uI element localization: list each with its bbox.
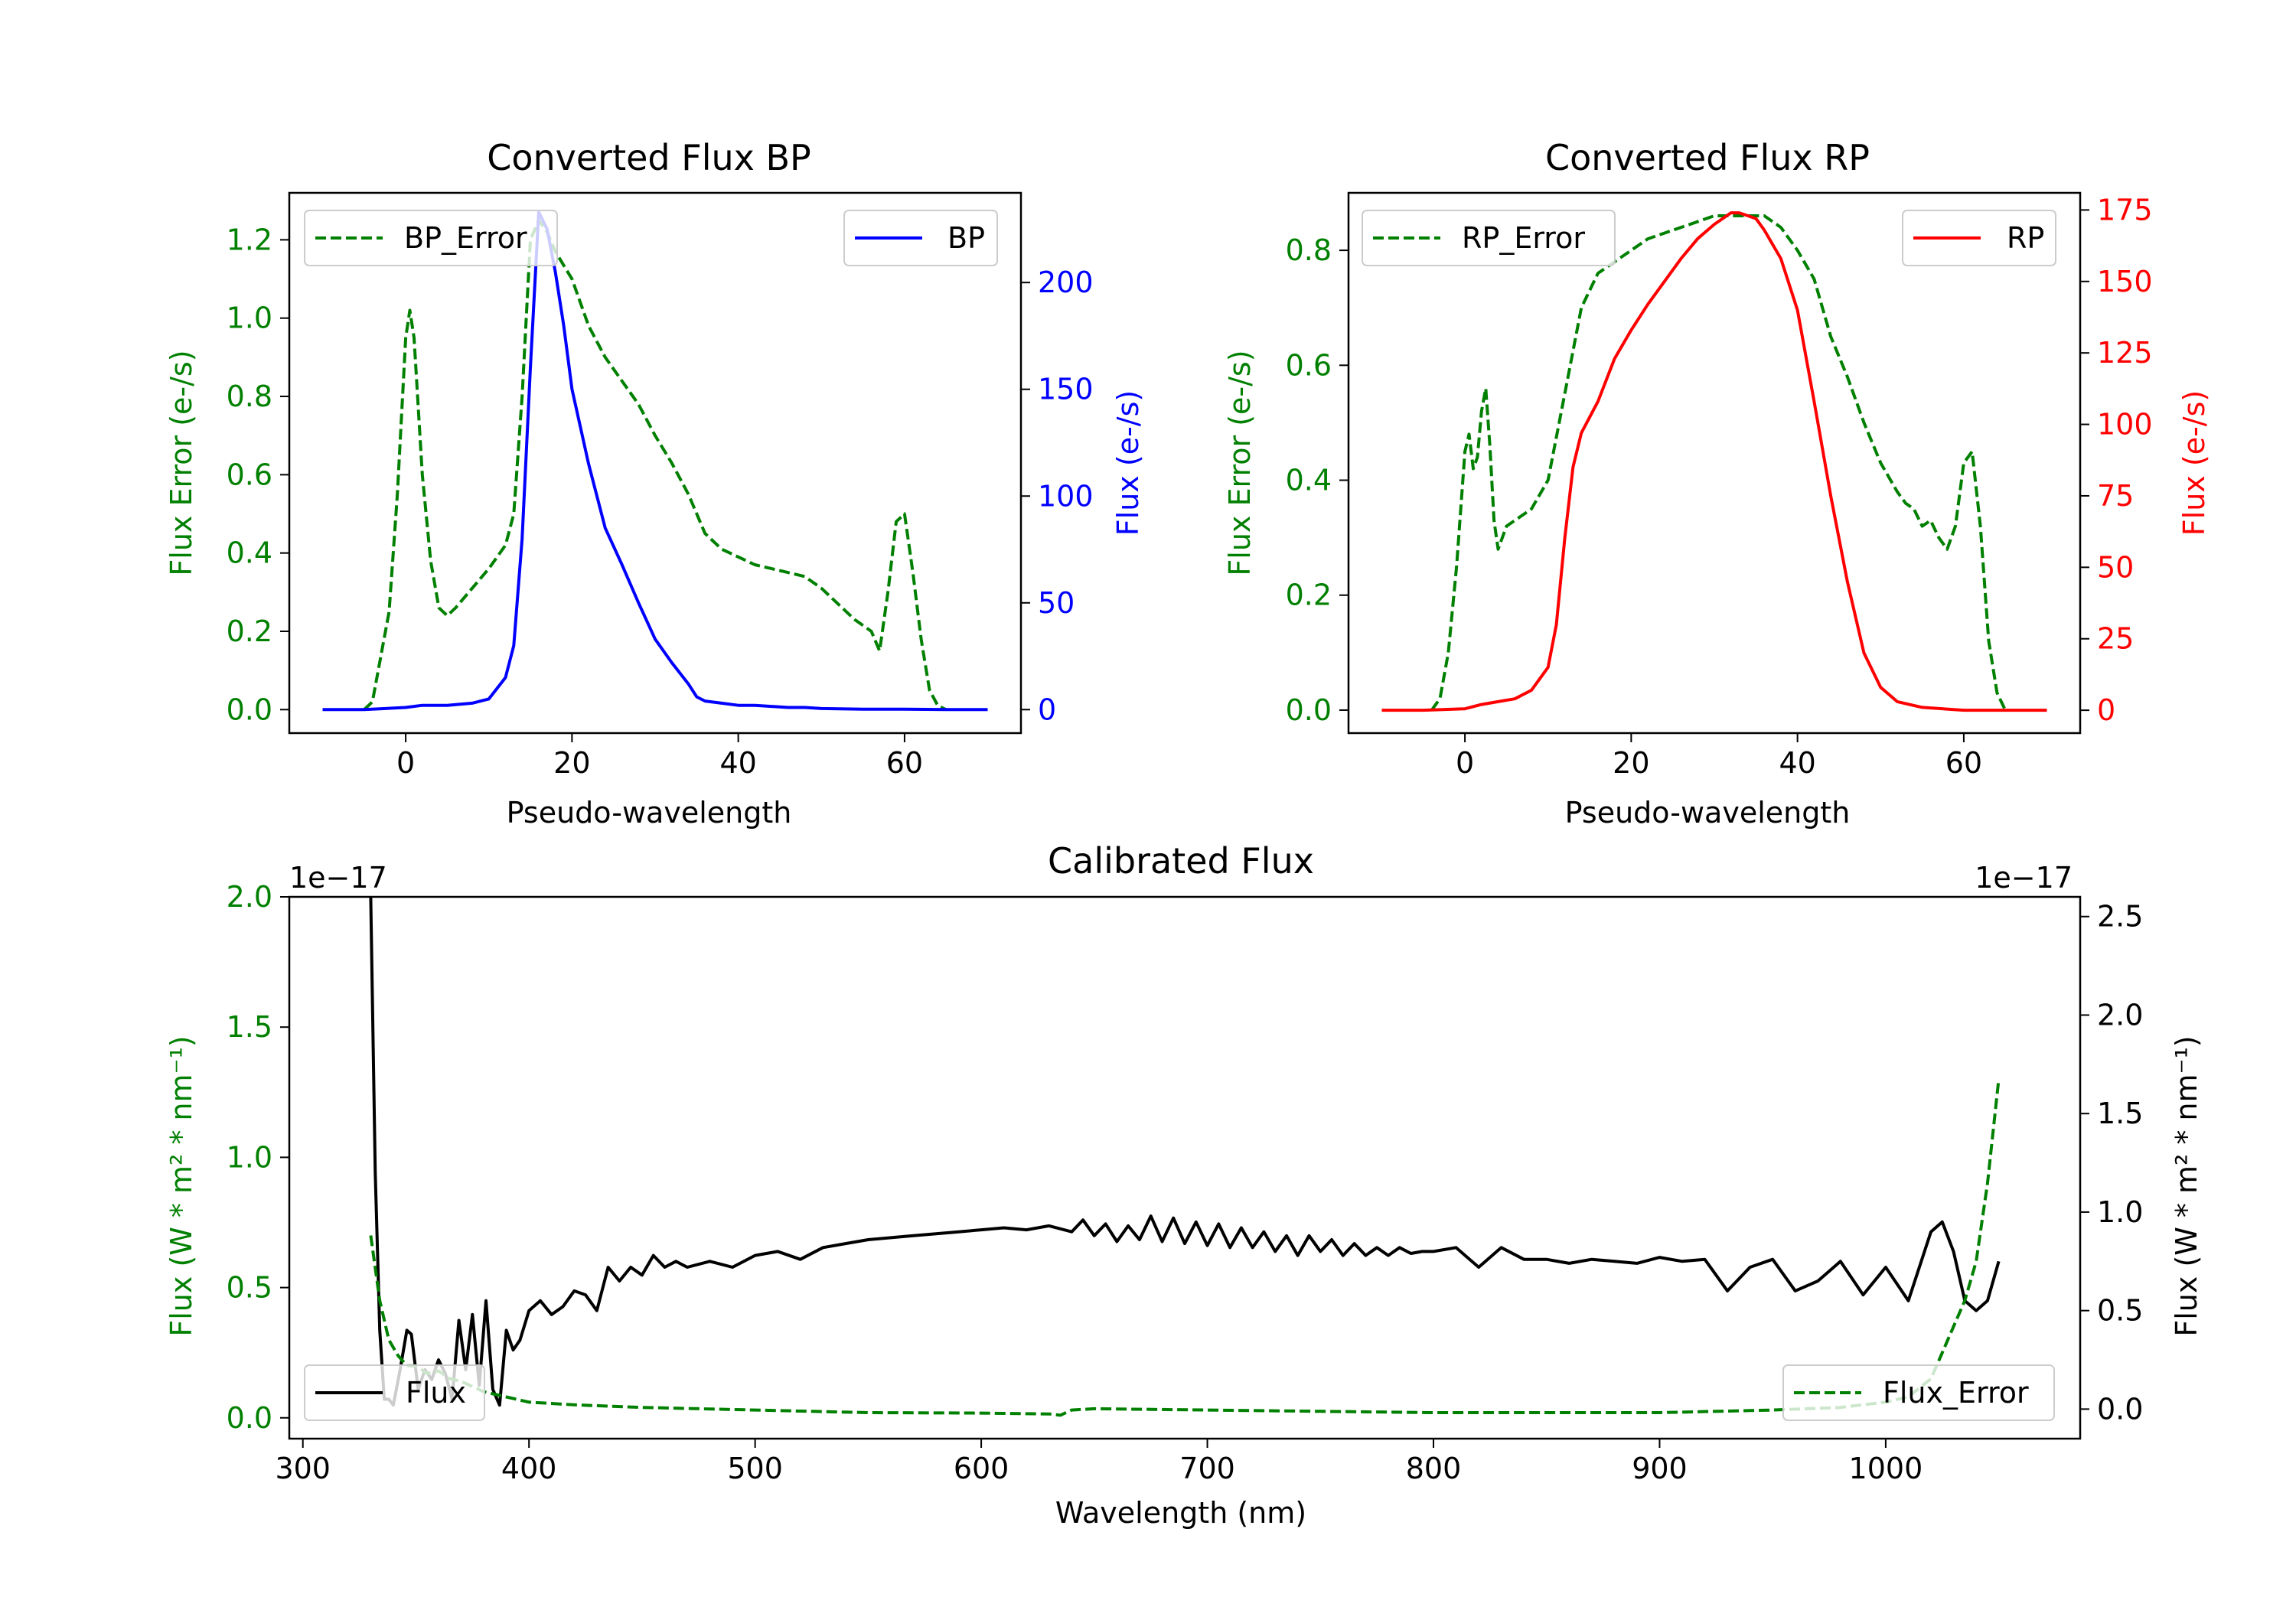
bp-xlabel: Pseudo-wavelength xyxy=(507,796,792,830)
right-y-tick-label: 150 xyxy=(2097,265,2153,298)
series-bp-error xyxy=(363,218,947,712)
bp-plot-area: 0 20 40 60 0.0 0.2 0.4 0.6 0.8 1.0 1.2 0 50 100 150 200 xyxy=(227,191,1094,780)
series-flux xyxy=(369,897,2001,1407)
left-y-tick-label: 1.5 xyxy=(227,1010,272,1044)
rp-legend-flux: RP xyxy=(1902,210,2056,266)
left-y-tick-label: 0.5 xyxy=(227,1271,272,1305)
series-flux-error xyxy=(369,1079,2001,1417)
left-y-tick-label: 0.0 xyxy=(1286,693,1332,727)
legend-frame xyxy=(304,1364,485,1421)
legend-label: Flux_Error xyxy=(1883,1376,2029,1410)
rp-title: Converted Flux RP xyxy=(1545,137,1870,178)
legend-frame xyxy=(1362,210,1616,266)
cal-right-offset: 1e−17 xyxy=(1975,861,2073,895)
cal-right-ylabel: Flux (W * m² * nm⁻¹) xyxy=(2170,1035,2203,1336)
right-y-tick-label: 50 xyxy=(2097,550,2134,584)
bp-legend-error: BP_Error xyxy=(304,210,558,266)
x-tick-label: 60 xyxy=(886,746,923,780)
right-y-tick-label: 100 xyxy=(1038,479,1094,513)
x-tick-label: 1000 xyxy=(1849,1452,1923,1485)
cal-left-ylabel: Flux (W * m² * nm⁻¹) xyxy=(165,1035,198,1336)
left-y-tick-label: 0.2 xyxy=(1286,579,1332,612)
right-y-tick-label: 2.5 xyxy=(2097,900,2143,934)
x-tick-label: 300 xyxy=(275,1452,331,1485)
right-y-tick-label: 0 xyxy=(1038,693,1056,726)
right-y-tick-label: 1.0 xyxy=(2097,1195,2143,1229)
legend-label: Flux xyxy=(406,1376,466,1410)
x-tick-label: 700 xyxy=(1179,1452,1235,1485)
legend-label: RP_Error xyxy=(1462,221,1585,255)
x-tick-label: 60 xyxy=(1945,746,1982,780)
right-y-tick-label: 50 xyxy=(1038,586,1075,620)
x-tick-label: 20 xyxy=(1613,746,1649,780)
left-y-tick-label: 0.8 xyxy=(227,380,272,413)
left-y-tick-label: 0.4 xyxy=(1286,464,1332,497)
right-y-tick-label: 150 xyxy=(1038,373,1094,406)
cal-legend-error: Flux_Error xyxy=(1782,1364,2055,1421)
series-bp xyxy=(322,210,988,712)
panel-calibrated: Calibrated Flux 300 400 500 600 700 800 900 100… xyxy=(165,840,2203,1530)
right-y-tick-label: 25 xyxy=(2097,622,2134,656)
cal-title: Calibrated Flux xyxy=(1048,840,1314,882)
right-y-tick-label: 100 xyxy=(2097,408,2153,442)
bp-left-ylabel: Flux Error (e-/s) xyxy=(165,350,198,575)
panel-rp: Converted Flux RP 0 20 40 60 0.0 0.2 0.4 0.6 0.8… xyxy=(1223,137,2211,830)
left-y-tick-label: 0.6 xyxy=(227,458,272,491)
bp-legend-flux: BP xyxy=(843,210,998,266)
axes-frame xyxy=(288,191,1022,735)
x-tick-label: 0 xyxy=(1456,746,1474,780)
left-y-tick-label: 0.6 xyxy=(1286,348,1332,382)
right-y-tick-label: 0 xyxy=(2097,693,2115,727)
left-y-tick-label: 2.0 xyxy=(227,880,272,914)
right-y-tick-label: 0.5 xyxy=(2097,1294,2143,1328)
left-y-tick-label: 0.2 xyxy=(227,614,272,648)
cal-left-offset: 1e−17 xyxy=(289,861,387,895)
cal-plot-area: 300 400 500 600 700 800 900 1000 0.0 0.5 1.0 1.5 2.0… xyxy=(227,880,2144,1485)
x-tick-label: 500 xyxy=(727,1452,783,1485)
right-y-tick-label: 175 xyxy=(2097,193,2153,227)
bp-right-ylabel: Flux (e-/s) xyxy=(1111,390,1145,536)
cal-xlabel: Wavelength (nm) xyxy=(1055,1496,1306,1530)
x-tick-label: 900 xyxy=(1632,1452,1688,1485)
rp-right-ylabel: Flux (e-/s) xyxy=(2177,390,2211,536)
rp-left-ylabel: Flux Error (e-/s) xyxy=(1223,350,1257,575)
right-y-tick-label: 2.0 xyxy=(2097,998,2143,1032)
left-y-tick-label: 1.0 xyxy=(227,1140,272,1174)
left-y-tick-label: 0.4 xyxy=(227,536,272,570)
axes-frame xyxy=(288,895,2082,1440)
left-y-tick-label: 1.0 xyxy=(227,302,272,335)
legend-label: BP xyxy=(947,221,985,255)
x-tick-label: 40 xyxy=(1779,746,1815,780)
panel-bp: Converted Flux BP 0 20 40 60 0.0 0.2 0.4 0.6 0.8… xyxy=(165,137,1145,830)
axes-frame xyxy=(1347,191,2082,735)
left-y-tick-label: 1.2 xyxy=(227,223,272,256)
legend-frame xyxy=(304,210,558,266)
x-tick-label: 400 xyxy=(501,1452,557,1485)
legend-label: BP_Error xyxy=(404,221,527,255)
right-y-tick-label: 0.0 xyxy=(2097,1392,2143,1426)
series-rp xyxy=(1381,211,2047,712)
x-tick-label: 20 xyxy=(553,746,590,780)
legend-frame xyxy=(1782,1364,2055,1421)
left-y-tick-label: 0.0 xyxy=(227,693,272,726)
rp-plot-area: 0 20 40 60 0.0 0.2 0.4 0.6 0.8 0 25 50 75 100 125 150 17… xyxy=(1286,191,2153,780)
right-y-tick-label: 125 xyxy=(2097,336,2153,370)
right-y-tick-label: 200 xyxy=(1038,266,1094,299)
bp-title: Converted Flux BP xyxy=(487,137,811,178)
rp-legend-error: RP_Error xyxy=(1362,210,1616,266)
x-tick-label: 40 xyxy=(719,746,756,780)
x-tick-label: 600 xyxy=(954,1452,1009,1485)
x-tick-label: 0 xyxy=(396,746,415,780)
left-y-tick-label: 0.8 xyxy=(1286,233,1332,267)
legend-label: RP xyxy=(2007,221,2044,255)
right-y-tick-label: 75 xyxy=(2097,479,2134,513)
right-y-tick-label: 1.5 xyxy=(2097,1097,2143,1130)
left-y-tick-label: 0.0 xyxy=(227,1401,272,1435)
x-tick-label: 800 xyxy=(1406,1452,1462,1485)
series-rp-error xyxy=(1430,214,2007,712)
cal-legend-flux: Flux xyxy=(304,1364,485,1421)
rp-xlabel: Pseudo-wavelength xyxy=(1565,796,1851,830)
